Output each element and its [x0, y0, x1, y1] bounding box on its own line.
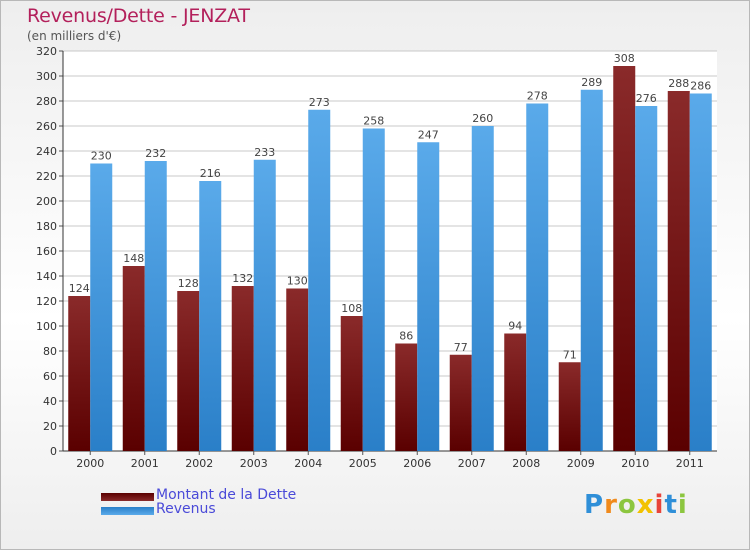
data-label-revenus: 233: [254, 146, 275, 159]
y-tick-label: 300: [36, 70, 57, 83]
logo-letter: t: [664, 490, 678, 520]
legend-swatch-dette: [101, 493, 154, 501]
data-label-dette: 288: [668, 77, 689, 90]
logo-letter: P: [584, 490, 605, 520]
y-tick-label: 240: [36, 145, 57, 158]
data-label-dette: 132: [232, 272, 253, 285]
data-label-dette: 77: [454, 341, 468, 354]
y-tick-label: 140: [36, 270, 57, 283]
bar-revenus: [635, 106, 658, 451]
y-tick-label: 180: [36, 220, 57, 233]
y-tick-label: 320: [36, 45, 57, 58]
data-label-revenus: 273: [309, 96, 330, 109]
logo-letter: i: [677, 490, 688, 520]
bar-revenus: [362, 128, 385, 451]
bar-dette: [231, 286, 254, 451]
bar-dette: [449, 354, 472, 451]
x-tick-label: 2003: [240, 457, 268, 470]
x-tick-label: 2010: [621, 457, 649, 470]
bar-dette: [395, 343, 418, 451]
bar-dette: [286, 288, 309, 451]
bar-revenus: [199, 181, 222, 451]
bar-dette: [340, 316, 363, 451]
bar-revenus: [580, 89, 603, 451]
bar-dette: [558, 362, 581, 451]
bar-dette: [613, 66, 636, 451]
y-tick-label: 40: [43, 395, 57, 408]
x-tick-label: 2006: [403, 457, 431, 470]
bar-revenus: [526, 103, 549, 451]
bar-dette: [122, 266, 145, 451]
data-label-dette: 130: [287, 275, 308, 288]
y-tick-label: 200: [36, 195, 57, 208]
data-label-revenus: 260: [472, 112, 493, 125]
bar-dette: [504, 333, 527, 451]
x-tick-label: 2004: [294, 457, 322, 470]
data-label-dette: 71: [563, 348, 577, 361]
bar-revenus: [90, 163, 113, 451]
data-label-revenus: 232: [145, 147, 166, 160]
y-tick-label: 0: [50, 445, 57, 458]
data-label-dette: 148: [123, 252, 144, 265]
x-tick-label: 2008: [512, 457, 540, 470]
data-label-dette: 124: [69, 282, 90, 295]
y-tick-label: 220: [36, 170, 57, 183]
data-label-revenus: 276: [636, 92, 657, 105]
x-tick-label: 2007: [458, 457, 486, 470]
legend-swatch-revenus: [101, 507, 154, 515]
x-tick-label: 2002: [185, 457, 213, 470]
y-tick-label: 100: [36, 320, 57, 333]
x-tick-label: 2009: [567, 457, 595, 470]
x-tick-label: 2005: [349, 457, 377, 470]
data-label-revenus: 289: [581, 76, 602, 89]
chart-subtitle: (en milliers d'€): [27, 29, 122, 43]
data-label-revenus: 258: [363, 115, 384, 128]
data-label-dette: 108: [341, 302, 362, 315]
data-label-dette: 94: [508, 320, 522, 333]
bar-dette: [667, 91, 690, 451]
bar-revenus: [471, 126, 494, 451]
x-tick-label: 2000: [76, 457, 104, 470]
bar-revenus: [308, 109, 331, 451]
y-tick-label: 160: [36, 245, 57, 258]
data-label-revenus: 247: [418, 128, 439, 141]
bar-revenus: [253, 159, 276, 451]
y-tick-label: 20: [43, 420, 57, 433]
data-label-revenus: 278: [527, 90, 548, 103]
data-label-revenus: 230: [91, 150, 112, 163]
y-tick-label: 280: [36, 95, 57, 108]
bar-dette: [177, 291, 200, 451]
logo-letter: r: [604, 490, 618, 520]
logo-letter: i: [654, 490, 665, 520]
data-label-revenus: 286: [690, 80, 711, 93]
bar-revenus: [417, 142, 440, 451]
bar-dette: [68, 296, 91, 451]
data-label-dette: 308: [614, 52, 635, 65]
y-tick-label: 60: [43, 370, 57, 383]
y-tick-label: 260: [36, 120, 57, 133]
y-tick-label: 120: [36, 295, 57, 308]
logo-letter: x: [636, 490, 655, 520]
data-label-dette: 86: [399, 330, 413, 343]
proxiti-logo: Proxiti: [584, 490, 688, 520]
logo-letter: o: [617, 490, 637, 520]
chart-title: Revenus/Dette - JENZAT: [27, 5, 250, 27]
bar-revenus: [144, 161, 167, 451]
y-tick-label: 80: [43, 345, 57, 358]
bar-revenus: [689, 93, 712, 451]
legend-label-dette: Montant de la Dette: [156, 487, 297, 503]
data-label-revenus: 216: [200, 167, 221, 180]
legend-label-revenus: Revenus: [156, 501, 216, 517]
data-label-dette: 128: [178, 277, 199, 290]
x-tick-label: 2001: [131, 457, 159, 470]
x-tick-label: 2011: [676, 457, 704, 470]
